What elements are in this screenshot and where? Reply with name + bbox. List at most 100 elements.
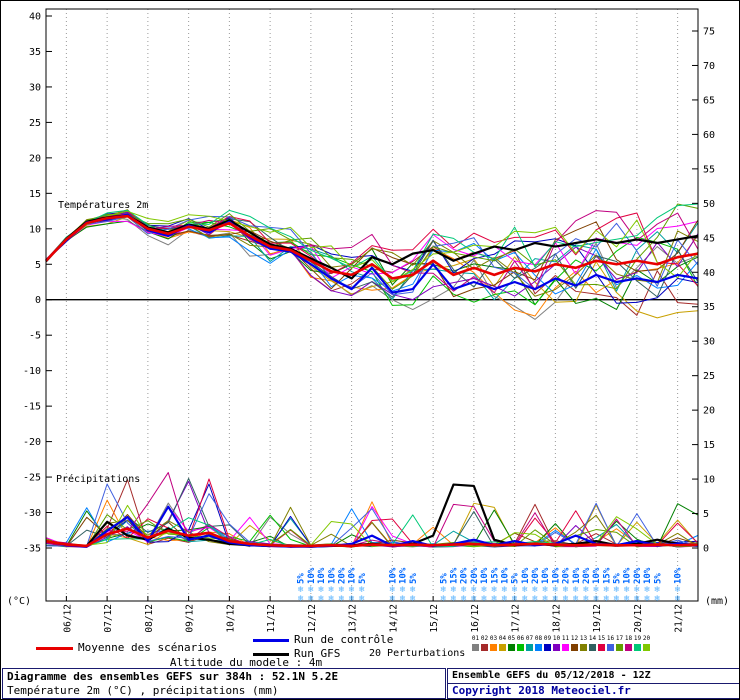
mean-line-sample [36, 647, 73, 650]
svg-text:20%: 20% [582, 567, 592, 584]
svg-text:45: 45 [703, 233, 715, 244]
perturbation-swatch: 06 [516, 635, 525, 651]
svg-text:❄: ❄ [572, 594, 579, 603]
perturbation-number: 06 [516, 635, 525, 642]
svg-text:10: 10 [29, 224, 41, 235]
perturbation-number: 08 [534, 635, 543, 642]
svg-text:❄: ❄ [481, 594, 488, 603]
svg-text:0: 0 [703, 544, 709, 555]
svg-text:❄: ❄ [654, 585, 661, 594]
perturbation-color [535, 644, 542, 651]
temperature-section-label: Températures 2m [58, 199, 148, 211]
svg-text:10%: 10% [348, 567, 358, 584]
perturbation-color [499, 644, 506, 651]
svg-text:❄: ❄ [521, 585, 528, 594]
perturbation-number: 13 [579, 635, 588, 642]
svg-text:❄: ❄ [348, 594, 355, 603]
perturbation-color [544, 644, 551, 651]
perturbation-number: 14 [588, 635, 597, 642]
svg-text:50: 50 [703, 199, 715, 210]
svg-text:15: 15 [703, 440, 715, 451]
svg-text:❄: ❄ [328, 585, 335, 594]
svg-text:10/12: 10/12 [225, 604, 236, 633]
perturbation-color [553, 644, 560, 651]
svg-text:15: 15 [29, 189, 41, 200]
svg-text:15/12: 15/12 [429, 604, 440, 633]
svg-text:10%: 10% [592, 567, 602, 584]
svg-text:20%: 20% [633, 567, 643, 584]
svg-text:❄: ❄ [338, 594, 345, 603]
svg-text:❄: ❄ [460, 585, 467, 594]
perturbation-number: 17 [615, 635, 624, 642]
perturbation-color [580, 644, 587, 651]
svg-text:❄: ❄ [593, 585, 600, 594]
perturbation-color [643, 644, 650, 651]
svg-text:18/12: 18/12 [551, 604, 562, 633]
gfs-line-sample [253, 653, 289, 656]
svg-text:30: 30 [29, 82, 41, 93]
svg-text:❄: ❄ [318, 594, 325, 603]
svg-text:35: 35 [29, 47, 41, 58]
copyright: Copyright 2018 Meteociel.fr [452, 684, 631, 697]
svg-text:❄: ❄ [644, 585, 651, 594]
svg-text:❄: ❄ [623, 594, 630, 603]
svg-text:❄: ❄ [460, 594, 467, 603]
footer-run-box: Ensemble GEFS du 05/12/2018 - 12Z Copyri… [447, 668, 739, 699]
perturbation-number: 16 [606, 635, 615, 642]
perturbation-number: 19 [633, 635, 642, 642]
perturbation-number: 04 [498, 635, 507, 642]
svg-text:-35: -35 [23, 544, 41, 555]
svg-text:10%: 10% [551, 567, 561, 584]
svg-text:10%: 10% [572, 567, 582, 584]
svg-text:❄: ❄ [501, 585, 508, 594]
perturbation-color [616, 644, 623, 651]
svg-text:❄: ❄ [583, 594, 590, 603]
svg-text:5%: 5% [358, 573, 368, 584]
perturbation-swatch: 07 [525, 635, 534, 651]
svg-text:❄: ❄ [572, 585, 579, 594]
svg-text:❄: ❄ [409, 585, 416, 594]
precipitation-section-label: Précipitations [56, 473, 140, 485]
svg-text:❄: ❄ [440, 594, 447, 603]
perturbation-color [589, 644, 596, 651]
perturbation-color [508, 644, 515, 651]
svg-text:❄: ❄ [491, 594, 498, 603]
svg-text:❄: ❄ [634, 585, 641, 594]
perturbation-number: 02 [480, 635, 489, 642]
svg-text:5: 5 [703, 509, 709, 520]
svg-text:0: 0 [35, 295, 41, 306]
svg-text:❄: ❄ [674, 585, 681, 594]
svg-text:❄: ❄ [532, 585, 539, 594]
perturbation-color [607, 644, 614, 651]
perturbation-color [472, 644, 479, 651]
svg-text:❄: ❄ [308, 585, 315, 594]
svg-text:10%: 10% [399, 567, 409, 584]
svg-text:5: 5 [35, 260, 41, 271]
svg-text:❄: ❄ [593, 594, 600, 603]
perturbation-swatch: 01 [471, 635, 480, 651]
perturbation-lines [45, 203, 699, 548]
svg-text:(°C): (°C) [7, 596, 31, 607]
svg-text:-20: -20 [23, 437, 41, 448]
svg-text:❄: ❄ [634, 594, 641, 603]
series-0 [45, 214, 699, 548]
svg-text:❄: ❄ [399, 594, 406, 603]
perturbation-number: 11 [561, 635, 570, 642]
perturbation-number: 12 [570, 635, 579, 642]
svg-text:❄: ❄ [562, 594, 569, 603]
perturbation-number: 03 [489, 635, 498, 642]
altitude-note: Altitude du modele : 4m [169, 656, 323, 669]
ensemble-chart: 4035302520151050-5-10-15-20-25-30-357570… [7, 8, 729, 633]
svg-text:❄: ❄ [481, 585, 488, 594]
svg-text:❄: ❄ [358, 594, 365, 603]
svg-text:5%: 5% [653, 573, 663, 584]
perturbation-color [598, 644, 605, 651]
svg-text:10%: 10% [327, 567, 337, 584]
perturbation-swatch: 20 [642, 635, 651, 651]
svg-text:20: 20 [29, 153, 41, 164]
svg-text:11/12: 11/12 [266, 604, 277, 633]
x-axis [65, 596, 679, 601]
svg-text:-15: -15 [23, 402, 41, 413]
svg-text:07/12: 07/12 [103, 604, 114, 633]
perturbation-number: 01 [471, 635, 480, 642]
